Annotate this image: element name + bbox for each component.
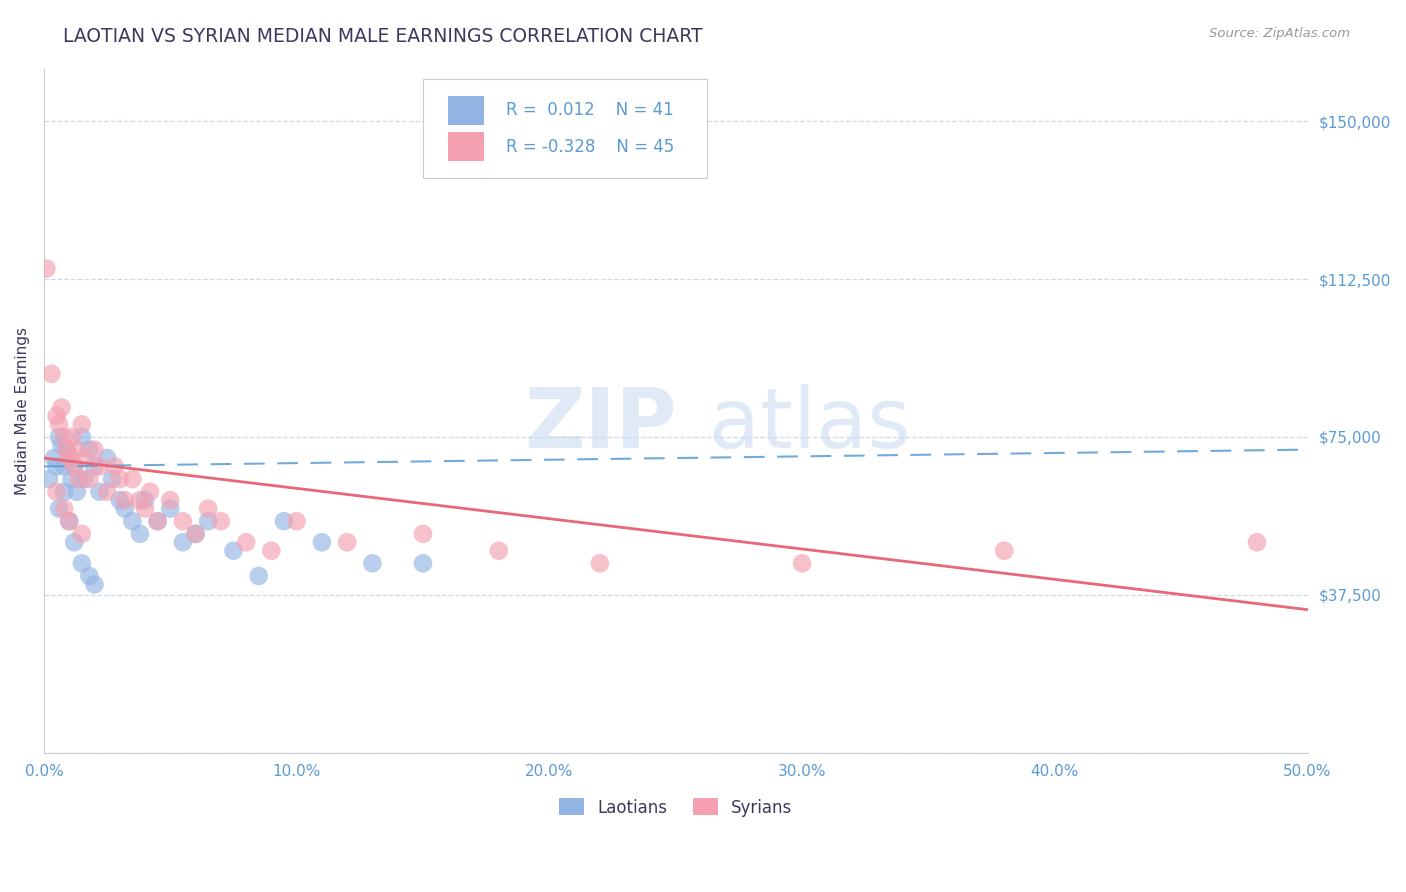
Point xyxy=(121,514,143,528)
Point xyxy=(48,417,70,432)
Point xyxy=(38,472,60,486)
Point xyxy=(184,526,207,541)
Point xyxy=(96,484,118,499)
Point xyxy=(89,459,111,474)
Point xyxy=(285,514,308,528)
Point xyxy=(146,514,169,528)
Point xyxy=(134,501,156,516)
Point xyxy=(53,484,76,499)
Point xyxy=(159,501,181,516)
Point xyxy=(108,493,131,508)
Point xyxy=(209,514,232,528)
Point xyxy=(273,514,295,528)
Text: LAOTIAN VS SYRIAN MEDIAN MALE EARNINGS CORRELATION CHART: LAOTIAN VS SYRIAN MEDIAN MALE EARNINGS C… xyxy=(63,27,703,45)
Text: R = -0.328    N = 45: R = -0.328 N = 45 xyxy=(506,137,675,155)
Point xyxy=(83,442,105,457)
Point xyxy=(134,493,156,508)
Point xyxy=(55,442,77,457)
Point xyxy=(260,543,283,558)
Point xyxy=(139,484,162,499)
Point xyxy=(222,543,245,558)
Point xyxy=(63,459,86,474)
Point xyxy=(83,577,105,591)
Text: R =  0.012    N = 41: R = 0.012 N = 41 xyxy=(506,102,673,120)
Point xyxy=(89,484,111,499)
Point xyxy=(790,557,813,571)
Point xyxy=(993,543,1015,558)
Point xyxy=(58,514,80,528)
Point xyxy=(108,472,131,486)
Point xyxy=(197,514,219,528)
Point xyxy=(129,526,152,541)
Point xyxy=(73,451,96,466)
Legend: Laotians, Syrians: Laotians, Syrians xyxy=(553,792,799,823)
Point xyxy=(79,569,101,583)
Point xyxy=(51,438,73,452)
Point xyxy=(104,459,127,474)
Point xyxy=(70,430,93,444)
Point xyxy=(41,367,63,381)
Point xyxy=(70,557,93,571)
Point xyxy=(488,543,510,558)
Point xyxy=(48,430,70,444)
Point xyxy=(197,501,219,516)
FancyBboxPatch shape xyxy=(423,78,707,178)
Point xyxy=(42,451,65,466)
FancyBboxPatch shape xyxy=(449,96,484,125)
Point xyxy=(121,472,143,486)
Point xyxy=(45,459,67,474)
Point xyxy=(361,557,384,571)
Point xyxy=(67,472,90,486)
Point xyxy=(83,459,105,474)
Point xyxy=(412,557,434,571)
Point xyxy=(66,442,89,457)
Point xyxy=(79,442,101,457)
Point xyxy=(60,430,83,444)
Point xyxy=(172,514,194,528)
Point xyxy=(96,451,118,466)
Point xyxy=(58,451,80,466)
Point xyxy=(146,514,169,528)
FancyBboxPatch shape xyxy=(449,132,484,161)
Y-axis label: Median Male Earnings: Median Male Earnings xyxy=(15,326,30,495)
Point xyxy=(66,484,89,499)
Point xyxy=(184,526,207,541)
Point xyxy=(70,417,93,432)
Point xyxy=(45,484,67,499)
Point xyxy=(60,472,83,486)
Point xyxy=(53,501,76,516)
Point xyxy=(51,401,73,415)
Point xyxy=(336,535,359,549)
Point xyxy=(63,459,86,474)
Point xyxy=(53,430,76,444)
Point xyxy=(48,501,70,516)
Point xyxy=(412,526,434,541)
Point xyxy=(73,472,96,486)
Point xyxy=(235,535,257,549)
Point xyxy=(45,409,67,423)
Point xyxy=(58,514,80,528)
Point xyxy=(159,493,181,508)
Point xyxy=(129,493,152,508)
Text: Source: ZipAtlas.com: Source: ZipAtlas.com xyxy=(1209,27,1350,40)
Point xyxy=(70,526,93,541)
Point xyxy=(114,501,136,516)
Point xyxy=(114,493,136,508)
Point xyxy=(35,261,58,276)
Point xyxy=(55,442,77,457)
Point xyxy=(58,451,80,466)
Point xyxy=(172,535,194,549)
Point xyxy=(63,535,86,549)
Point xyxy=(311,535,333,549)
Text: ZIP: ZIP xyxy=(524,384,676,465)
Point xyxy=(247,569,270,583)
Point xyxy=(79,472,101,486)
Point xyxy=(1246,535,1268,549)
Point xyxy=(53,459,76,474)
Point xyxy=(589,557,612,571)
Text: atlas: atlas xyxy=(709,384,910,465)
Point xyxy=(101,472,124,486)
